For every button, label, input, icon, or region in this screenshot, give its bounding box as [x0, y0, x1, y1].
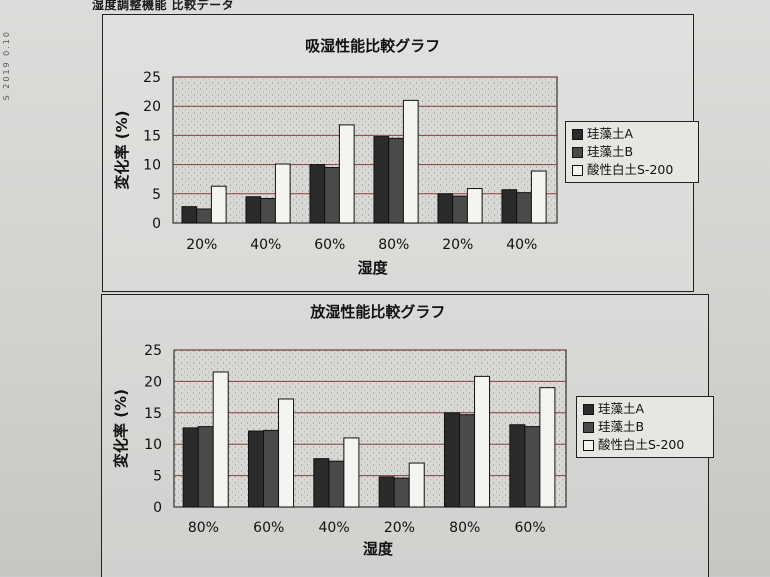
- legend-swatch: [572, 146, 583, 158]
- absorption-bar-a: [373, 136, 390, 224]
- legend-swatch: [572, 164, 583, 176]
- release-chart-panel: 0 5 10 15 20 25 80% 60% 40% 20% 80% 60% 放湿性能比較グラフ 湿度 変…: [101, 294, 714, 577]
- absorption-bar-b: [452, 195, 468, 224]
- release-bar-s200: [212, 371, 229, 508]
- absorption-chart-title: 吸湿性能比較グラフ: [305, 37, 440, 55]
- absorption-y-axis-label: 変化率 (%): [113, 111, 131, 190]
- release-bar-b: [459, 414, 476, 508]
- absorption-y-tick-label: 15: [143, 128, 161, 144]
- absorption-bar-b: [260, 197, 276, 224]
- release-bar-b: [263, 429, 280, 508]
- release-bar-a: [509, 424, 526, 508]
- absorption-x-tick-label: 60%: [314, 237, 345, 253]
- release-x-tick-label: 80%: [188, 520, 219, 536]
- legend-swatch: [583, 403, 594, 415]
- absorption-bar-a: [309, 164, 326, 224]
- release-bar-b: [393, 477, 410, 508]
- absorption-x-tick-label: 20%: [186, 237, 217, 253]
- legend-entry: 酸性白土S-200: [583, 436, 707, 454]
- absorption-x-tick-label: 20%: [442, 237, 473, 253]
- legend-label: 酸性白土S-200: [598, 437, 685, 452]
- absorption-bar-b: [324, 167, 340, 224]
- release-y-tick-label: 20: [144, 374, 162, 390]
- absorption-bar-a: [245, 196, 262, 224]
- legend-label: 酸性白土S-200: [587, 162, 674, 177]
- legend-entry: 珪藻土A: [572, 125, 692, 143]
- absorption-x-tick-label: 40%: [250, 237, 281, 253]
- absorption-x-tick-label: 40%: [506, 237, 537, 253]
- release-bar-b: [524, 426, 541, 508]
- release-plot-area: [173, 349, 567, 508]
- absorption-y-tick-label: 20: [143, 99, 161, 115]
- release-bar-a: [443, 412, 461, 508]
- absorption-plot-area: [172, 76, 558, 224]
- document-header: 湿度調整機能 比較データ: [92, 0, 235, 12]
- absorption-x-axis-label: 湿度: [358, 259, 389, 277]
- legend-swatch: [572, 128, 583, 140]
- absorption-y-tick-label: 5: [152, 187, 161, 203]
- release-bar-b: [197, 426, 214, 508]
- absorption-bar-s200: [274, 163, 291, 224]
- absorption-y-tick-label: 0: [152, 216, 161, 232]
- release-x-tick-label: 60%: [253, 520, 284, 536]
- release-x-axis-label: 湿度: [363, 540, 394, 558]
- release-y-axis-label: 変化率 (%): [112, 389, 130, 468]
- legend-swatch: [583, 421, 594, 433]
- release-bar-s200: [278, 398, 295, 508]
- absorption-bar-a: [437, 193, 454, 224]
- release-legend: 珪藻土A 珪藻土B 酸性白土S-200: [576, 396, 714, 458]
- legend-label: 珪藻土B: [587, 144, 634, 159]
- release-bar-a: [247, 430, 265, 508]
- release-y-tick-label: 15: [144, 406, 162, 422]
- absorption-bar-a: [501, 189, 518, 224]
- absorption-bar-s200: [530, 170, 547, 224]
- release-bar-s200: [408, 462, 425, 508]
- absorption-bar-b: [388, 137, 404, 224]
- legend-entry: 珪藻土A: [583, 400, 707, 418]
- release-bar-s200: [474, 375, 491, 508]
- absorption-bar-s200: [466, 188, 483, 224]
- absorption-x-tick-label: 80%: [378, 237, 409, 253]
- release-y-tick-label: 10: [144, 437, 162, 453]
- absorption-legend: 珪藻土A 珪藻土B 酸性白土S-200: [565, 121, 699, 183]
- legend-label: 珪藻土A: [598, 401, 645, 416]
- release-bar-a: [378, 476, 395, 508]
- release-y-tick-label: 5: [153, 469, 162, 485]
- absorption-bar-s200: [210, 185, 227, 224]
- absorption-bar-b: [516, 192, 532, 224]
- release-bar-s200: [539, 387, 556, 508]
- release-bar-a: [182, 427, 199, 508]
- release-y-tick-label: 0: [153, 500, 162, 516]
- release-x-tick-label: 60%: [515, 520, 546, 536]
- release-x-tick-label: 40%: [319, 520, 350, 536]
- legend-entry: 珪藻土B: [572, 143, 692, 161]
- absorption-y-tick-label: 25: [143, 70, 161, 86]
- legend-swatch: [583, 439, 594, 451]
- legend-entry: 珪藻土B: [583, 418, 707, 436]
- absorption-y-tick-label: 10: [143, 158, 161, 174]
- legend-entry: 酸性白土S-200: [572, 161, 692, 179]
- absorption-bar-s200: [402, 99, 419, 224]
- absorption-chart-panel: 0 5 10 15 20 25 20% 40% 60% 80% 20% 40% 吸湿性能比較グラフ 湿度 変…: [102, 14, 699, 292]
- margin-annotation: S 2019 0.10: [2, 30, 11, 101]
- legend-label: 珪藻土A: [587, 126, 634, 141]
- release-chart-title: 放湿性能比較グラフ: [309, 303, 445, 321]
- release-y-tick-label: 25: [144, 343, 162, 359]
- absorption-bar-b: [196, 208, 212, 224]
- absorption-bar-a: [181, 206, 198, 224]
- absorption-bar-s200: [338, 124, 355, 224]
- release-bar-s200: [343, 437, 360, 508]
- legend-label: 珪藻土B: [598, 419, 645, 434]
- release-x-tick-label: 20%: [384, 520, 415, 536]
- release-bar-b: [328, 460, 345, 508]
- release-bar-a: [313, 458, 330, 508]
- release-x-tick-label: 80%: [449, 520, 480, 536]
